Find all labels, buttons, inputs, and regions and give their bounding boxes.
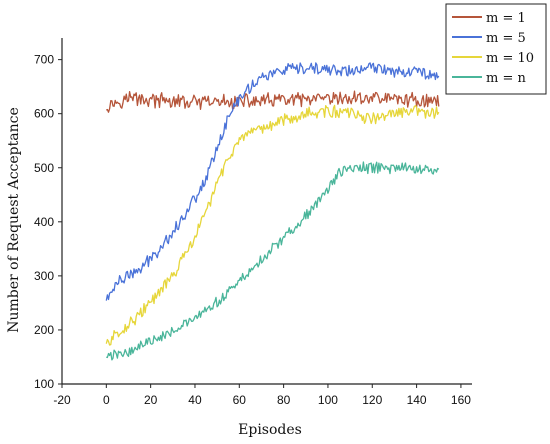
x-tick-label: 40 <box>188 393 202 407</box>
legend-label: m = 1 <box>486 11 526 26</box>
series-line-2 <box>105 62 440 301</box>
series-layer <box>105 62 440 361</box>
y-tick-label: 400 <box>34 215 54 229</box>
x-tick-label: 20 <box>144 393 158 407</box>
x-tick-label: 120 <box>362 393 382 407</box>
legend-label: m = 5 <box>486 31 526 46</box>
series-line-4 <box>106 161 440 361</box>
x-tick-label: 0 <box>103 393 110 407</box>
series-line-1 <box>105 90 440 113</box>
legend-label: m = 10 <box>486 51 534 66</box>
y-tick-label: 700 <box>34 53 54 67</box>
series-line-3 <box>105 104 440 346</box>
x-tick-label: -20 <box>53 393 71 407</box>
y-tick-label: 500 <box>34 161 54 175</box>
y-tick-label: 300 <box>34 269 54 283</box>
legend: m = 1 m = 5 m = 10 m = n <box>445 3 547 95</box>
y-tick-label: 100 <box>34 377 54 391</box>
x-tick-label: 60 <box>233 393 247 407</box>
legend-label: m = n <box>486 71 526 86</box>
x-tick-label: 100 <box>318 393 338 407</box>
y-tick-label: 200 <box>34 323 54 337</box>
tick-layer: -20 0 20 40 60 80 100 120 140 160 100 200 300 400 500 6… <box>34 53 471 407</box>
x-axis-title: Episodes <box>238 422 302 438</box>
x-tick-label: 140 <box>407 393 427 407</box>
plot-frame <box>61 38 472 385</box>
x-tick-label: 160 <box>451 393 471 407</box>
x-tick-label: 80 <box>277 393 291 407</box>
legend-box <box>445 3 547 95</box>
y-tick-label: 600 <box>34 107 54 121</box>
y-axis-title: Number of Request Acceptance <box>6 107 22 333</box>
